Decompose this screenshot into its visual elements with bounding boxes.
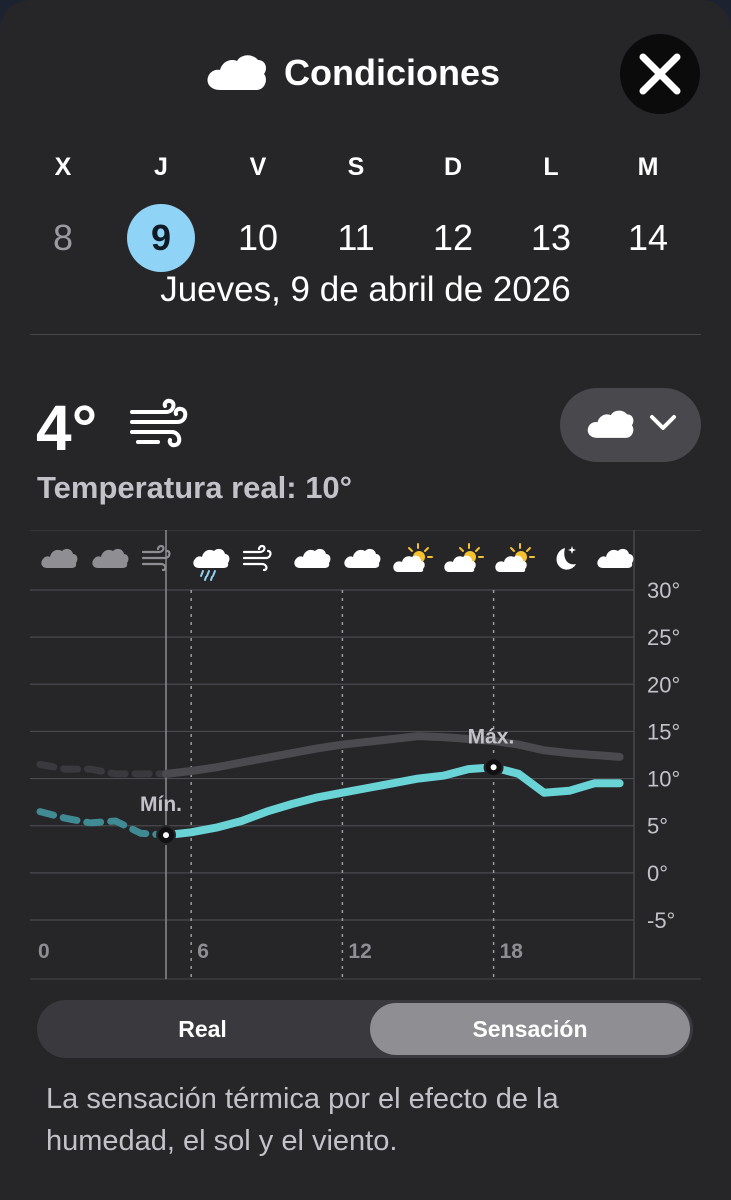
day-item[interactable]: S 11: [321, 150, 391, 272]
day-number: 9: [127, 204, 195, 272]
feels-like-line: [162, 763, 624, 840]
cloud-icon: [204, 50, 268, 97]
day-number: 10: [237, 217, 279, 258]
current-temperature: 4°: [36, 392, 98, 464]
page-title: Condiciones: [284, 52, 501, 93]
x-tick-label: 6: [197, 940, 209, 963]
real-option[interactable]: Real: [178, 1016, 227, 1042]
x-tick-label: 18: [500, 940, 524, 963]
day-item[interactable]: D 12: [418, 150, 488, 272]
day-number: 14: [627, 217, 669, 258]
layer-selector-button[interactable]: [560, 388, 701, 462]
selected-date-label: Jueves, 9 de abril de 2026: [160, 270, 571, 309]
cloud-icon: [585, 406, 635, 445]
day-item[interactable]: M 14: [613, 150, 683, 272]
x-tick-label: 12: [348, 940, 371, 963]
rain-icon: [193, 548, 230, 581]
cloud-icon: [92, 548, 129, 568]
feels-like-past-line: [36, 808, 170, 839]
close-icon: [639, 53, 681, 95]
day-item-selected[interactable]: J 9: [126, 150, 196, 272]
y-tick-label: 25°: [647, 625, 680, 650]
day-of-week: L: [543, 153, 559, 181]
y-tick-label: 10°: [647, 767, 680, 792]
day-of-week: X: [54, 153, 72, 181]
day-picker: X 8 J 9 V 10 S 11 D 12 L 13 M 14: [0, 150, 731, 272]
y-tick-label: 5°: [647, 814, 668, 839]
min-label: Mín.: [140, 793, 182, 816]
y-tick-label: 30°: [647, 578, 680, 603]
wind-icon: [141, 544, 171, 572]
actual-temp-line: [162, 732, 624, 778]
title-group: Condiciones: [204, 52, 500, 94]
day-number: 11: [337, 217, 375, 258]
cloud-icon: [597, 548, 634, 568]
wind-icon: [242, 544, 272, 572]
cloud-icon: [294, 548, 331, 568]
day-of-week: J: [154, 153, 168, 181]
partly-sunny-icon: [393, 543, 433, 572]
feels-like-option[interactable]: Sensación: [370, 1003, 690, 1055]
description-text: La sensación térmica por el efecto de la…: [46, 1083, 559, 1157]
max-label: Máx.: [468, 725, 515, 748]
divider: [30, 334, 701, 335]
partly-sunny-icon: [495, 543, 535, 572]
real-temperature-label: Temperatura real: 10°: [37, 470, 353, 505]
day-item[interactable]: X 8: [28, 150, 98, 272]
cloud-icon: [41, 548, 78, 568]
y-tick-label: 20°: [647, 672, 680, 697]
day-of-week: D: [443, 153, 463, 181]
day-number: 13: [530, 217, 572, 258]
y-tick-label: 15°: [647, 719, 680, 744]
temperature-chart[interactable]: 30° 25° 20° 15° 10° 5° 0° -5° 0 6 12 18 Mín. Máx.: [0, 529, 731, 980]
day-of-week: M: [637, 153, 659, 181]
marker-dot: [163, 832, 169, 839]
partly-sunny-icon: [444, 543, 484, 572]
cloud-icon: [344, 548, 381, 568]
y-tick-label: -5°: [647, 908, 675, 933]
close-button[interactable]: [620, 34, 700, 114]
wind-icon: [128, 398, 190, 453]
x-tick-label: 0: [38, 940, 50, 963]
moon-stars-icon: [556, 546, 576, 570]
day-item[interactable]: V 10: [223, 150, 293, 272]
real-feels-toggle: Real Sensación: [37, 1000, 693, 1058]
day-of-week: S: [347, 153, 365, 181]
chevron-down-icon: [649, 414, 677, 437]
day-number: 8: [52, 217, 74, 258]
chart-svg: 30° 25° 20° 15° 10° 5° 0° -5° 0 6 12 18 Mín. Máx.: [30, 529, 701, 980]
y-tick-label: 0°: [647, 861, 668, 886]
actual-temp-past-line: [36, 760, 170, 778]
day-number: 12: [432, 217, 474, 258]
day-of-week: V: [249, 153, 267, 181]
marker-dot: [490, 764, 497, 771]
day-item[interactable]: L 13: [516, 150, 586, 272]
header: Condiciones: [0, 34, 731, 114]
